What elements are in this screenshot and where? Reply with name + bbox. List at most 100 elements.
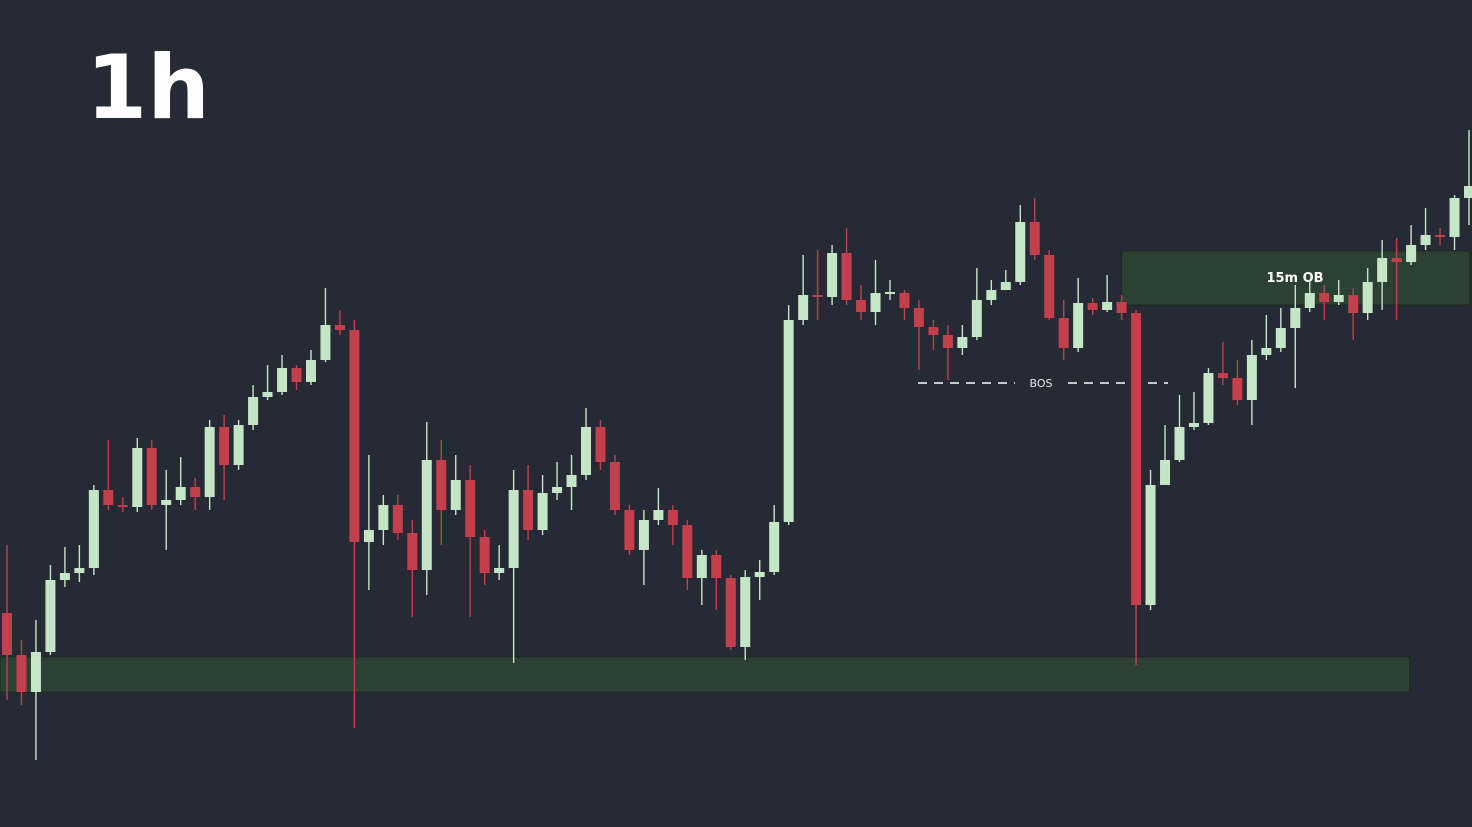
candle-body <box>913 308 924 327</box>
candle-body <box>537 493 548 530</box>
candle-body <box>682 525 693 578</box>
candle-body <box>305 360 316 382</box>
candle-body <box>1000 282 1011 290</box>
candle-body <box>320 325 331 360</box>
candle-body <box>1029 222 1040 255</box>
candle-body <box>1203 373 1214 423</box>
candle-body <box>1290 308 1301 328</box>
candle-body <box>277 368 288 392</box>
candle-body <box>146 448 157 505</box>
candle-body <box>1188 423 1199 427</box>
candle-body <box>812 295 823 297</box>
candle-body <box>45 580 56 652</box>
candle-body <box>1304 293 1315 308</box>
candle-body <box>291 368 302 382</box>
candle-body <box>957 337 968 348</box>
candle-body <box>436 460 447 510</box>
candle-body <box>523 490 534 530</box>
candle-body <box>1435 235 1446 237</box>
candle-body <box>827 253 838 297</box>
candle-body <box>581 427 592 475</box>
candle-body <box>638 520 649 550</box>
candle-body <box>465 480 476 537</box>
candle-body <box>175 487 186 500</box>
candle-body <box>1044 255 1055 318</box>
candle-body <box>1058 318 1069 348</box>
bos-label: BOS <box>1030 377 1053 390</box>
candle-body <box>363 530 374 542</box>
chart-title: 1h <box>86 36 210 139</box>
candle-body <box>971 300 982 337</box>
candle-body <box>856 300 867 312</box>
candle-body <box>349 330 360 542</box>
candle-body <box>88 490 99 568</box>
candle-body <box>754 572 765 577</box>
candle-body <box>1406 245 1417 262</box>
candle-body <box>421 460 432 570</box>
candle-body <box>769 522 780 572</box>
candle-body <box>30 652 41 692</box>
candle-body <box>1449 198 1460 237</box>
candle-body <box>1015 222 1026 282</box>
candle-body <box>1087 303 1098 310</box>
candle-body <box>1377 258 1388 282</box>
candle-body <box>204 427 215 497</box>
candle-body <box>1464 186 1472 198</box>
candle-body <box>595 427 606 462</box>
candle-body <box>1333 295 1344 302</box>
candle-body <box>392 505 403 533</box>
zone-label: 15m OB <box>1266 271 1323 286</box>
candle-body <box>494 568 505 573</box>
candle-body <box>725 578 736 647</box>
candle-body <box>899 293 910 308</box>
candle-body <box>59 573 70 580</box>
candle-body <box>1217 373 1228 378</box>
candle-body <box>1073 303 1084 348</box>
candle-body <box>986 290 997 300</box>
candle-body <box>653 510 664 520</box>
candle-body <box>262 392 273 397</box>
candle-body <box>783 320 794 522</box>
candle-body <box>450 480 461 510</box>
zones: 15m OB BOS <box>0 250 1471 693</box>
candle-body <box>667 510 678 525</box>
candle-body <box>1362 282 1373 313</box>
candle-body <box>1131 313 1142 605</box>
candle-body <box>552 487 563 493</box>
candle-body <box>219 427 230 465</box>
candle-body <box>609 462 620 510</box>
candle-body <box>103 490 114 505</box>
candle-body <box>1160 460 1171 485</box>
candle-body <box>1116 302 1127 313</box>
candle-body <box>407 533 418 570</box>
candle-body <box>1232 378 1243 400</box>
candle-body <box>942 335 953 348</box>
candle-body <box>479 537 490 573</box>
candle-body <box>1420 235 1431 245</box>
candle-body <box>841 253 852 300</box>
candle-body <box>1348 295 1359 313</box>
candle-body <box>190 487 201 497</box>
candle-body <box>334 325 345 330</box>
zone <box>0 656 1411 693</box>
candle-body <box>161 500 172 505</box>
candle-body <box>1391 258 1402 262</box>
candle-body <box>1102 302 1113 310</box>
candles <box>2 130 1472 760</box>
candle-body <box>870 293 881 312</box>
candle-body <box>566 475 577 487</box>
candle-body <box>1319 293 1330 302</box>
candle-body <box>1261 348 1272 355</box>
candle-body <box>1145 485 1156 605</box>
candle-body <box>117 505 128 507</box>
candle-body <box>132 448 143 507</box>
candle-body <box>798 295 809 320</box>
candle-body <box>711 555 722 578</box>
candle-body <box>378 505 389 530</box>
candle-body <box>74 568 85 573</box>
candle-body <box>2 613 12 655</box>
candle-body <box>1275 328 1286 348</box>
candle-body <box>928 327 939 335</box>
